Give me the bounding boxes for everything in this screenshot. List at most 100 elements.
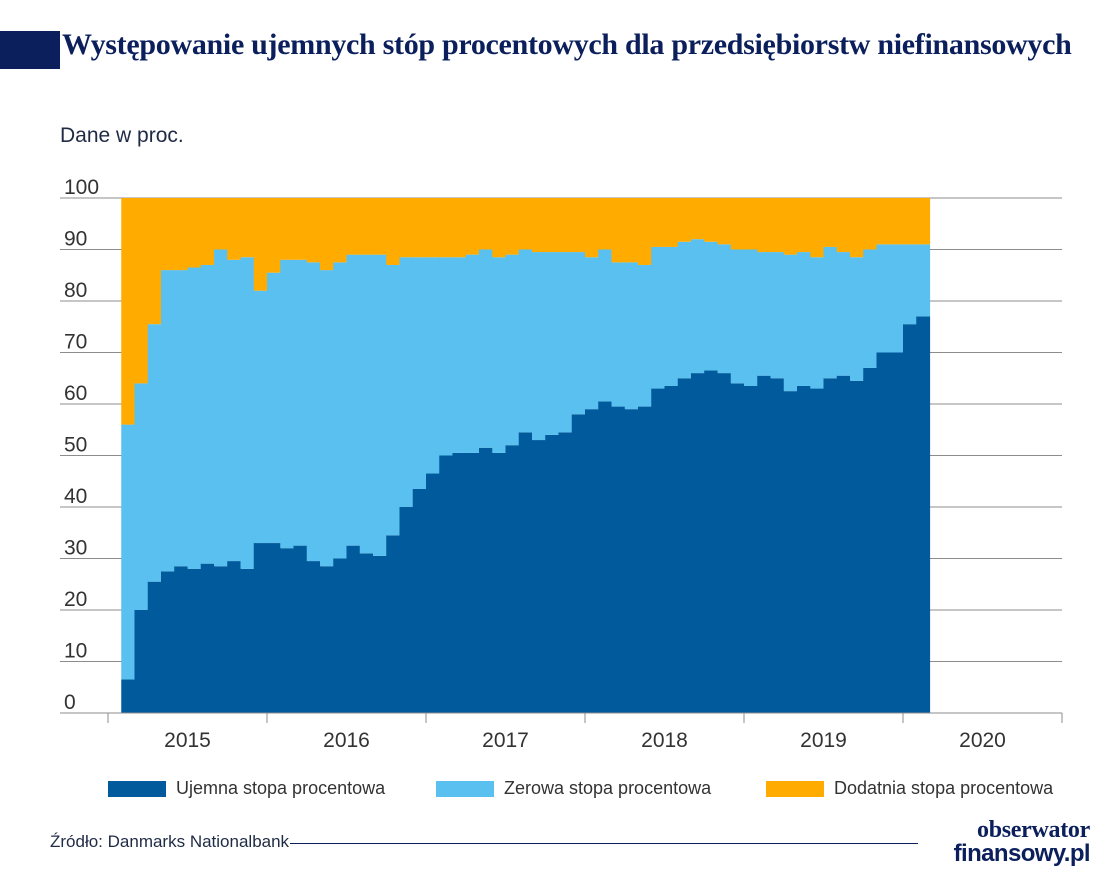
bar-negative bbox=[757, 375, 772, 713]
bar-positive bbox=[770, 198, 785, 253]
legend-swatch-positive bbox=[766, 780, 824, 797]
bar-zero bbox=[598, 249, 613, 402]
bar-zero bbox=[240, 257, 255, 569]
bar-zero bbox=[638, 264, 652, 407]
bar-negative bbox=[717, 373, 732, 713]
bar-zero bbox=[797, 252, 811, 386]
bar-negative bbox=[532, 440, 546, 713]
bar-negative bbox=[386, 535, 401, 713]
bar-positive bbox=[306, 198, 321, 263]
bar-negative bbox=[823, 378, 838, 713]
bar-zero bbox=[691, 239, 705, 374]
bar-zero bbox=[916, 244, 931, 317]
bar-negative bbox=[903, 324, 917, 713]
bar-positive bbox=[187, 198, 202, 268]
bar-negative bbox=[664, 385, 679, 713]
bar-positive bbox=[611, 198, 626, 263]
bar-negative bbox=[373, 555, 387, 713]
legend-item-positive: Dodatnia stopa procentowa bbox=[766, 778, 1053, 799]
bar-negative bbox=[518, 432, 533, 713]
legend-label-positive: Dodatnia stopa procentowa bbox=[834, 778, 1054, 798]
bar-positive bbox=[717, 198, 732, 245]
source-divider bbox=[290, 843, 918, 844]
y-tick-label: 80 bbox=[64, 279, 87, 302]
bar-positive bbox=[889, 198, 904, 245]
bar-negative bbox=[240, 568, 255, 713]
bar-negative bbox=[174, 566, 189, 713]
bar-positive bbox=[783, 198, 798, 255]
bar-negative bbox=[691, 373, 705, 713]
bar-negative bbox=[836, 375, 851, 713]
bar-positive bbox=[439, 198, 454, 258]
unit-label: Dane w proc. bbox=[60, 124, 184, 147]
legend-swatch-zero bbox=[436, 780, 494, 797]
title-accent-bar bbox=[0, 31, 60, 69]
bar-negative bbox=[585, 409, 599, 713]
bar-positive bbox=[253, 198, 268, 291]
bar-zero bbox=[346, 254, 361, 546]
bar-zero bbox=[174, 270, 189, 567]
bar-positive bbox=[532, 198, 546, 253]
bar-zero bbox=[452, 257, 467, 453]
bar-positive bbox=[147, 198, 162, 325]
bar-zero bbox=[134, 383, 149, 610]
bar-negative bbox=[598, 401, 613, 713]
bar-positive bbox=[664, 198, 679, 247]
bar-negative bbox=[744, 385, 758, 713]
bar-zero bbox=[147, 324, 162, 582]
bar-positive bbox=[121, 198, 136, 425]
bar-positive bbox=[916, 198, 931, 245]
bar-zero bbox=[863, 249, 878, 368]
bar-negative bbox=[730, 383, 745, 713]
bar-zero bbox=[558, 252, 573, 433]
bar-negative bbox=[797, 385, 811, 713]
brand-logo: obserwator finansowy.pl bbox=[930, 817, 1091, 866]
x-tick-label: 2015 bbox=[164, 729, 211, 752]
legend-label-negative: Ujemna stopa procentowa bbox=[176, 778, 386, 798]
bar-negative bbox=[624, 409, 639, 713]
bar-zero bbox=[624, 262, 639, 410]
bar-negative bbox=[346, 545, 361, 714]
bar-negative bbox=[267, 543, 281, 713]
bar-negative bbox=[770, 378, 785, 713]
bar-negative bbox=[558, 432, 573, 713]
bar-negative bbox=[227, 561, 242, 713]
y-tick-label: 60 bbox=[64, 382, 87, 405]
x-tick-label: 2016 bbox=[323, 729, 370, 752]
logo-line-1: obserwator bbox=[977, 817, 1090, 843]
bar-positive bbox=[161, 198, 175, 271]
bar-negative bbox=[121, 679, 136, 713]
x-axis: 2015 2016 2017 2018 2019 2020 bbox=[60, 712, 1063, 752]
bar-positive bbox=[598, 198, 613, 250]
bar-positive bbox=[691, 198, 705, 240]
legend-item-negative: Ujemna stopa procentowa bbox=[108, 778, 385, 799]
bar-positive bbox=[399, 198, 414, 258]
bar-positive bbox=[585, 198, 599, 258]
bar-positive bbox=[200, 198, 215, 265]
y-tick-label: 30 bbox=[64, 537, 87, 560]
bar-negative bbox=[359, 553, 374, 713]
bar-zero bbox=[744, 249, 758, 386]
bar-zero bbox=[227, 259, 242, 562]
y-axis-ticks: 0 10 20 30 40 50 60 70 80 90 100 bbox=[64, 176, 99, 714]
bar-positive bbox=[280, 198, 295, 260]
bar-zero bbox=[253, 290, 268, 544]
bar-zero bbox=[730, 249, 745, 384]
bar-positive bbox=[823, 198, 838, 247]
bar-positive bbox=[412, 198, 427, 258]
bar-negative bbox=[214, 566, 228, 713]
bar-positive bbox=[373, 198, 387, 255]
bar-positive bbox=[730, 198, 745, 250]
bar-positive bbox=[677, 198, 692, 242]
bar-negative bbox=[465, 452, 480, 713]
bar-positive bbox=[214, 198, 228, 250]
bar-negative bbox=[876, 352, 891, 713]
bar-positive bbox=[359, 198, 374, 255]
bar-negative bbox=[810, 388, 825, 713]
bar-negative bbox=[571, 414, 586, 713]
bar-zero bbox=[783, 254, 798, 392]
bar-positive bbox=[452, 198, 467, 258]
bar-zero bbox=[717, 244, 732, 374]
bar-positive bbox=[240, 198, 255, 258]
bar-positive bbox=[876, 198, 891, 245]
